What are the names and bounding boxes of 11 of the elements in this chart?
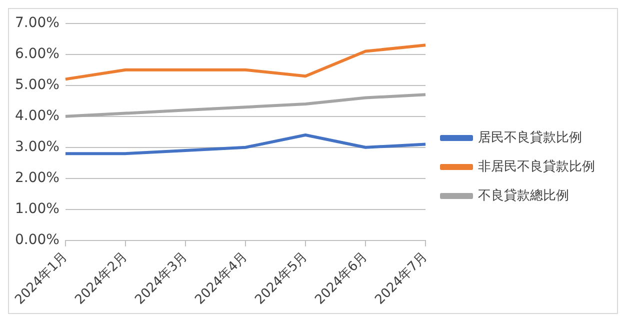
y-tick-label: 0.00% [14,232,60,248]
y-tick-label: 7.00% [14,15,60,32]
legend-label: 不良貸款總比例 [478,188,569,204]
y-tick-label: 5.00% [14,77,60,94]
y-tick-label: 4.00% [14,108,60,124]
y-tick-label: 1.00% [14,200,60,217]
y-tick-label: 2.00% [14,170,60,186]
y-tick-label: 3.00% [14,139,60,156]
y-tick-label: 6.00% [14,46,60,62]
legend-label: 居民不良貸款比例 [478,130,582,146]
legend-label: 非居民不良貸款比例 [478,159,595,174]
